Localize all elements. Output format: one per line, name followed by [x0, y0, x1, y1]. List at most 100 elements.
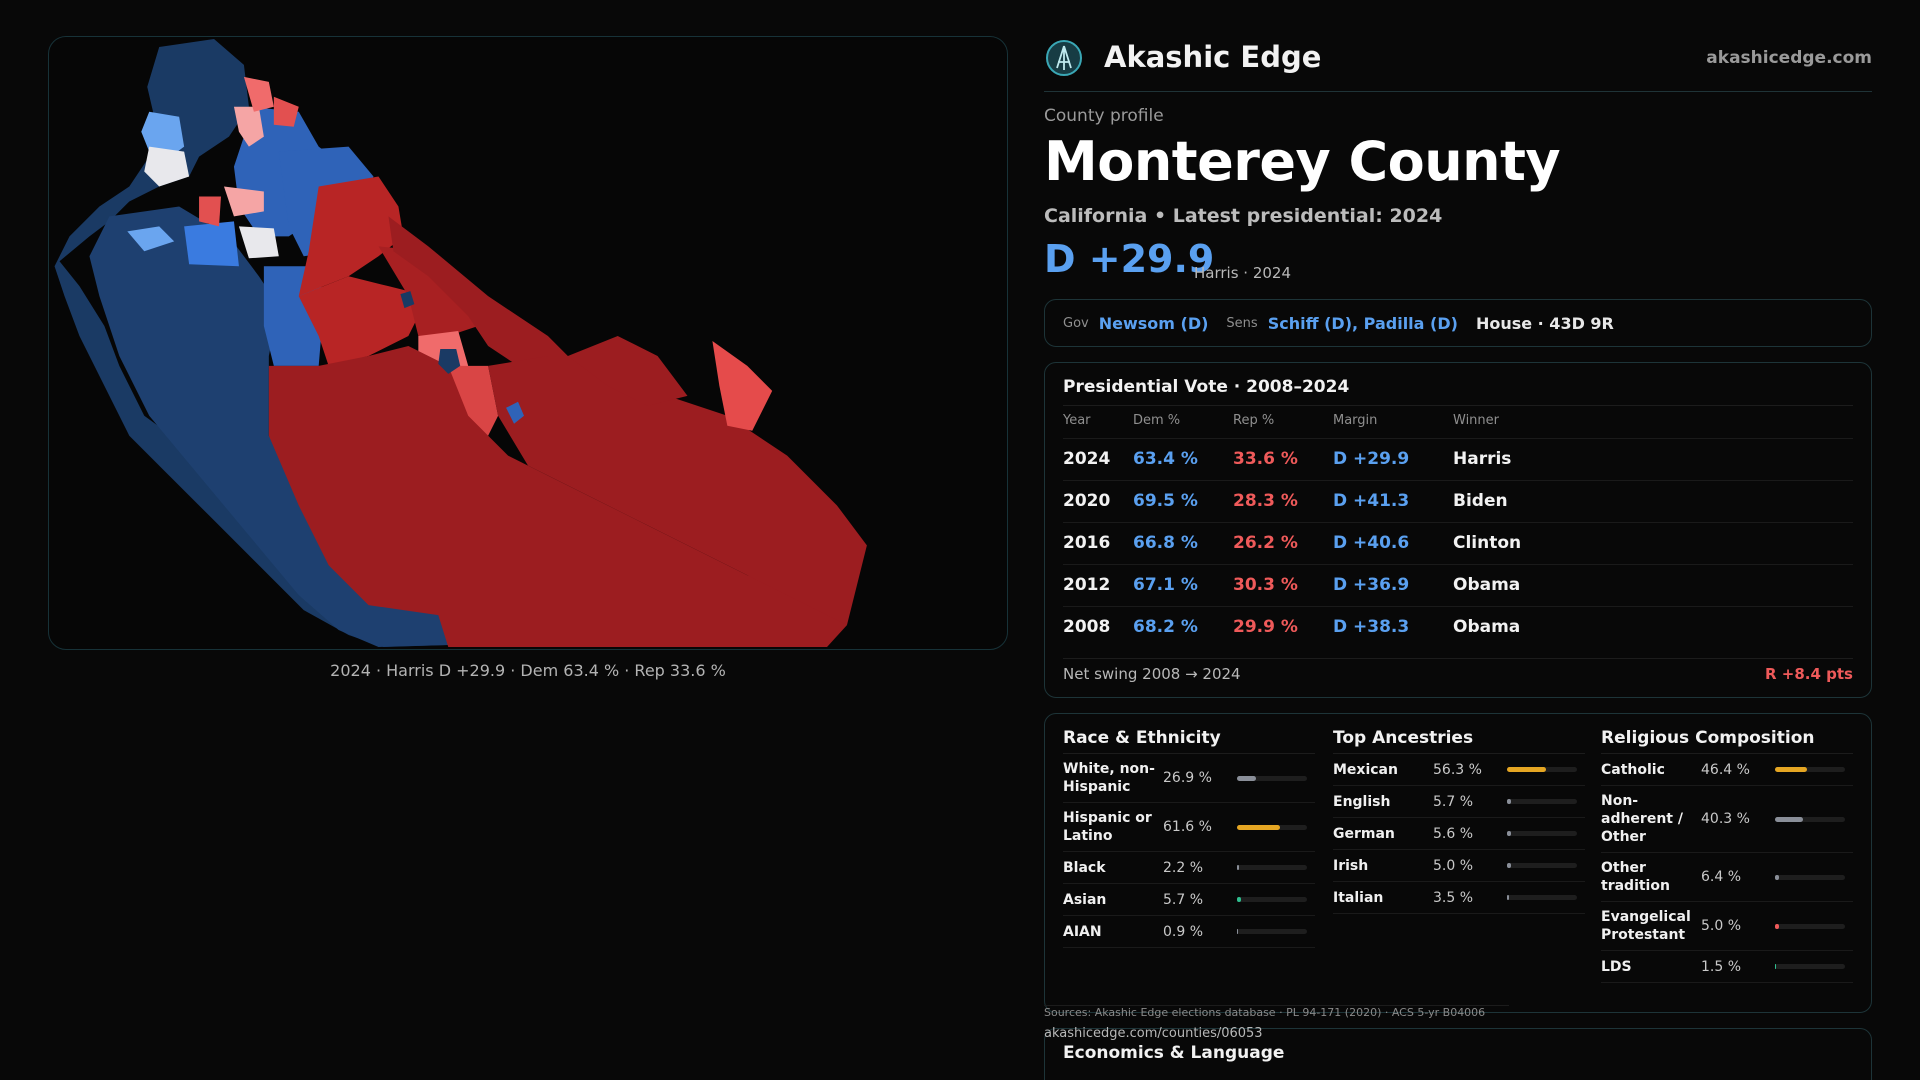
map-region-southern-salinas-valley[interactable]: [268, 345, 847, 648]
map-region-inset-blue-2[interactable]: [506, 401, 525, 424]
row-year: 2024: [1063, 449, 1111, 469]
percent-bar-track: [1237, 824, 1307, 830]
row-winner: Biden: [1453, 491, 1508, 511]
county-precinct-map[interactable]: [48, 36, 1008, 650]
map-region-inset-blue-3[interactable]: [400, 291, 415, 309]
map-region-spreckels[interactable]: [223, 186, 264, 217]
governor-value: Newsom (D): [1098, 313, 1209, 333]
row-margin: D +40.6: [1333, 533, 1410, 553]
akashic-edge-logo-icon[interactable]: [1044, 38, 1084, 78]
row-dem: 67.1 %: [1133, 575, 1198, 595]
item-percent: 46.4 %: [1701, 761, 1750, 778]
list-item: LDS 1.5 %: [1601, 951, 1853, 983]
brand-url-link[interactable]: akashicedge.com: [1706, 48, 1872, 68]
map-region-pacific-grove[interactable]: [127, 226, 175, 252]
percent-bar-track: [1507, 799, 1577, 804]
ancestries-column: Top Ancestries Mexican 56.3 % English 5.7 %…: [1333, 728, 1585, 914]
map-region-seaside[interactable]: [144, 146, 190, 187]
percent-bar-fill: [1507, 799, 1511, 804]
list-item: Asian 5.7 %: [1063, 884, 1315, 916]
list-item: AIAN 0.9 %: [1063, 916, 1315, 948]
row-rep: 29.9 %: [1233, 617, 1298, 637]
item-percent: 6.4 %: [1701, 869, 1742, 885]
brand-header: Akashic Edge akashicedge.com: [1044, 36, 1872, 92]
net-swing-value: R +8.4 pts: [1765, 665, 1853, 683]
row-dem: 66.8 %: [1133, 533, 1198, 553]
ancestries-title: Top Ancestries: [1333, 728, 1585, 754]
percent-bar-fill: [1775, 964, 1777, 969]
percent-bar-fill: [1507, 767, 1547, 772]
row-winner: Clinton: [1453, 533, 1522, 553]
row-margin: D +38.3: [1333, 617, 1410, 637]
map-caption: 2024 · Harris D +29.9 · Dem 63.4 % · Rep…: [330, 661, 726, 680]
precinct-map-svg[interactable]: [49, 37, 1007, 649]
percent-bar-fill: [1775, 816, 1804, 822]
map-region-carmel[interactable]: [184, 221, 239, 267]
table-row: 2008 68.2 % 29.9 % D +38.3 Obama: [1063, 606, 1853, 648]
map-region-aromas[interactable]: [273, 96, 299, 127]
item-percent: 40.3 %: [1701, 811, 1750, 827]
item-percent: 56.3 %: [1433, 761, 1482, 778]
map-region-del-rey[interactable]: [238, 226, 279, 259]
item-percent: 5.7 %: [1163, 891, 1204, 908]
religion-column: Religious Composition Catholic 46.4 % Non-…: [1601, 728, 1853, 983]
demographics-card: Race & Ethnicity White, non-Hispanic 26.9…: [1044, 713, 1872, 1013]
row-rep: 28.3 %: [1233, 491, 1298, 511]
latest-margin-note: Harris · 2024: [1194, 264, 1292, 282]
brand-name[interactable]: Akashic Edge: [1104, 40, 1322, 74]
item-percent: 3.5 %: [1433, 889, 1474, 906]
item-name: English: [1333, 793, 1391, 810]
percent-bar-fill: [1237, 897, 1241, 902]
percent-bar-fill: [1237, 775, 1256, 781]
county-page-url[interactable]: akashicedge.com/counties/06053: [1044, 1026, 1263, 1041]
percent-bar-track: [1775, 923, 1845, 929]
row-margin: D +29.9: [1333, 449, 1410, 469]
percent-bar-track: [1237, 929, 1307, 934]
item-name: Other tradition: [1601, 860, 1670, 894]
economics-language-card: Economics & Language: [1044, 1028, 1872, 1080]
senators-label: Sens: [1226, 315, 1258, 331]
header-year: Year: [1063, 413, 1091, 428]
percent-bar-fill: [1775, 767, 1808, 772]
list-item: Black 2.2 %: [1063, 852, 1315, 884]
item-name: Mexican: [1333, 761, 1398, 778]
map-region-parkfield[interactable]: [488, 355, 867, 626]
race-ethnicity-title: Race & Ethnicity: [1063, 728, 1315, 754]
percent-bar-fill: [1775, 923, 1779, 929]
list-item: Irish 5.0 %: [1333, 850, 1585, 882]
list-item: Hispanic or Latino 61.6 %: [1063, 803, 1315, 852]
percent-bar-fill: [1507, 863, 1511, 868]
map-region-gabilan[interactable]: [388, 216, 568, 366]
item-percent: 5.7 %: [1433, 793, 1474, 810]
county-subtitle: California • Latest presidential: 2024: [1044, 205, 1443, 227]
map-region-greenfield[interactable]: [378, 246, 479, 337]
header-margin: Margin: [1333, 413, 1378, 428]
map-region-chualar[interactable]: [199, 196, 222, 227]
item-percent: 1.5 %: [1701, 958, 1742, 975]
map-region-gonzales[interactable]: [298, 176, 404, 297]
percent-bar-track: [1775, 874, 1845, 880]
latest-margin: D +29.9: [1044, 237, 1215, 281]
item-name: Irish: [1333, 857, 1369, 874]
vote-card-title: Presidential Vote · 2008–2024: [1063, 377, 1350, 397]
map-region-inset-blue-1[interactable]: [438, 348, 461, 374]
item-percent: 5.6 %: [1433, 825, 1474, 842]
map-region-san-ardo[interactable]: [567, 336, 688, 406]
divider: [1063, 405, 1853, 406]
county-profile-label: County profile: [1044, 106, 1164, 126]
list-item: Evangelical Protestant 5.0 %: [1601, 902, 1853, 951]
sources-note: Sources: Akashic Edge elections database…: [1044, 1005, 1509, 1019]
map-region-bradley[interactable]: [712, 341, 773, 431]
table-row: 2012 67.1 % 30.3 % D +36.9 Obama: [1063, 564, 1853, 606]
county-title: Monterey County: [1044, 130, 1561, 193]
item-name: Evangelical Protestant: [1601, 909, 1691, 943]
item-percent: 26.9 %: [1163, 770, 1212, 786]
item-name: Black: [1063, 859, 1106, 876]
header-rep: Rep %: [1233, 413, 1275, 428]
map-region-soledad[interactable]: [298, 276, 429, 366]
map-region-castroville[interactable]: [243, 76, 274, 112]
row-year: 2012: [1063, 575, 1111, 595]
map-region-prunedale[interactable]: [233, 106, 264, 147]
list-item: Italian 3.5 %: [1333, 882, 1585, 914]
percent-bar-track: [1775, 767, 1845, 772]
